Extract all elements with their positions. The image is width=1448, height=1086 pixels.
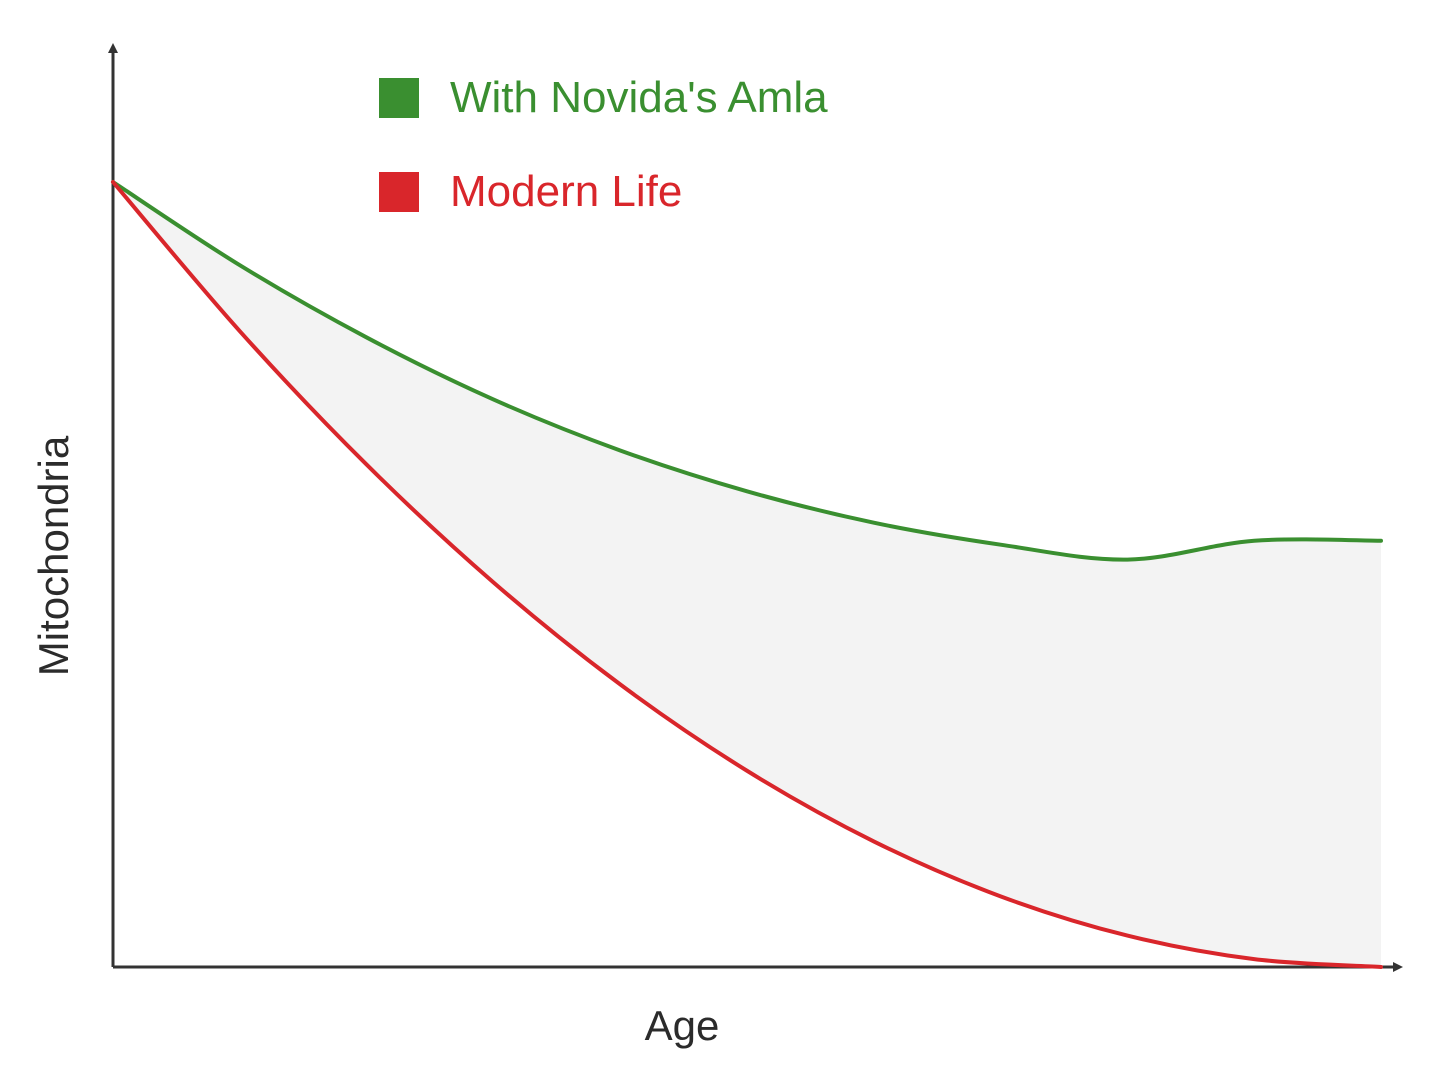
legend: With Novida's Amla Modern Life [379, 73, 828, 216]
legend-swatch-modern-life [379, 172, 419, 212]
y-axis-label: Mitochondria [30, 435, 77, 676]
legend-label-modern-life: Modern Life [450, 167, 682, 216]
series-line-modern-life [111, 180, 1383, 969]
legend-item-with-novidas-amla: With Novida's Amla [379, 73, 828, 122]
x-axis-label: Age [645, 1002, 720, 1049]
legend-item-modern-life: Modern Life [379, 167, 682, 216]
series-line-with-novidas-amla [111, 180, 1383, 562]
legend-label-with-novidas-amla: With Novida's Amla [450, 73, 828, 122]
shaded-gap-area [113, 182, 1381, 967]
legend-swatch-with-novidas-amla [379, 78, 419, 118]
